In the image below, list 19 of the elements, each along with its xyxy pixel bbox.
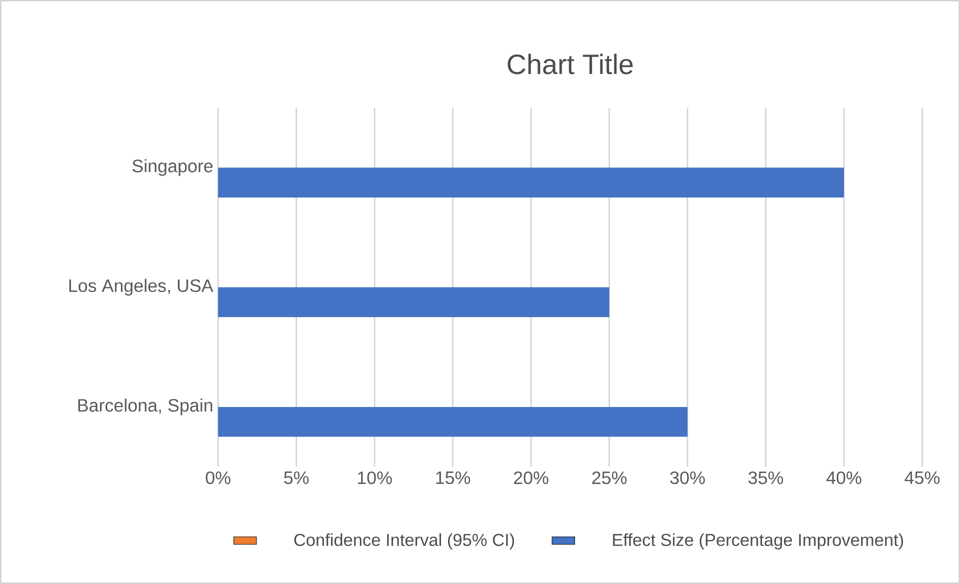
chart-title: Chart Title [508, 54, 633, 74]
bar [218, 168, 844, 198]
x-tick-label: 40% [826, 471, 862, 484]
y-tick-label: Singapore [132, 159, 213, 176]
legend-label: Confidence Interval (95% CI) [294, 533, 514, 550]
x-tick-label: 5% [284, 471, 309, 484]
x-tick-label: 0% [206, 471, 230, 484]
legend-label: Effect Size (Percentage Improvement) [613, 533, 903, 550]
x-tick-label: 10% [358, 471, 392, 484]
x-tick-label: 25% [592, 471, 627, 484]
x-tick-label: 20% [514, 471, 548, 484]
x-tick-label: 45% [904, 471, 940, 484]
bar [218, 406, 688, 437]
x-tick-label: 15% [436, 471, 470, 484]
y-tick-label: Los Angeles, USA [69, 278, 214, 296]
x-tick-label: 35% [748, 471, 784, 484]
y-tick-label: Barcelona, Spain [78, 398, 212, 416]
x-tick-label: 30% [670, 471, 705, 484]
bar [218, 287, 610, 318]
